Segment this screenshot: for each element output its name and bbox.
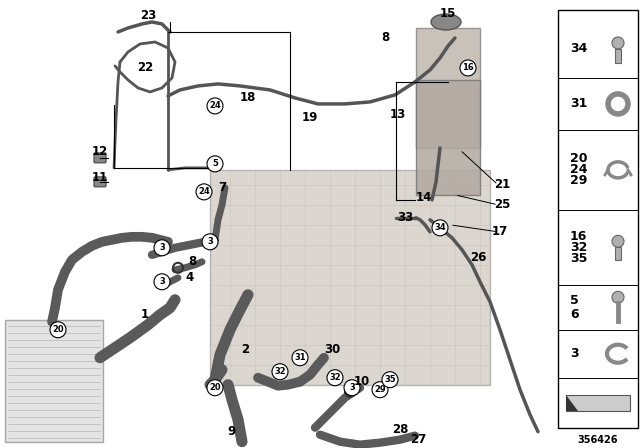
Circle shape [207, 98, 223, 114]
Circle shape [202, 234, 218, 250]
Text: 7: 7 [218, 181, 226, 194]
Text: 356426: 356426 [578, 435, 618, 445]
Circle shape [154, 274, 170, 290]
Text: 15: 15 [440, 8, 456, 21]
Text: 24: 24 [570, 164, 588, 177]
Text: 5: 5 [212, 159, 218, 168]
Text: 23: 23 [140, 9, 156, 22]
Text: 24: 24 [209, 101, 221, 110]
Text: 34: 34 [570, 43, 588, 56]
Circle shape [196, 184, 212, 200]
Circle shape [612, 235, 624, 247]
Polygon shape [566, 395, 578, 411]
FancyBboxPatch shape [558, 10, 638, 428]
Circle shape [272, 364, 288, 380]
Text: 13: 13 [390, 108, 406, 121]
Circle shape [372, 382, 388, 398]
Text: 3: 3 [159, 243, 165, 252]
Text: 21: 21 [494, 178, 510, 191]
Text: 16: 16 [570, 230, 588, 243]
Circle shape [344, 380, 360, 396]
Text: 32: 32 [570, 241, 588, 254]
Polygon shape [210, 170, 490, 385]
Text: 29: 29 [570, 174, 588, 187]
Text: 31: 31 [294, 353, 306, 362]
Circle shape [460, 60, 476, 76]
Text: 28: 28 [392, 423, 408, 436]
Text: 16: 16 [462, 64, 474, 73]
FancyBboxPatch shape [94, 177, 106, 187]
Text: 4: 4 [186, 271, 194, 284]
Text: 17: 17 [492, 225, 508, 238]
Text: 20: 20 [52, 325, 64, 334]
FancyBboxPatch shape [615, 247, 621, 260]
Text: 33: 33 [397, 211, 413, 224]
Text: 9: 9 [228, 425, 236, 438]
FancyBboxPatch shape [94, 153, 106, 163]
Text: 3: 3 [159, 277, 165, 286]
Text: 10: 10 [354, 375, 370, 388]
Text: 30: 30 [324, 343, 340, 356]
Circle shape [207, 380, 223, 396]
Ellipse shape [431, 14, 461, 30]
Circle shape [207, 156, 223, 172]
Circle shape [382, 372, 398, 388]
Text: 6: 6 [570, 308, 579, 321]
Text: 12: 12 [92, 146, 108, 159]
Text: 29: 29 [374, 385, 386, 394]
Text: 31: 31 [570, 97, 588, 110]
Text: 5: 5 [570, 294, 579, 307]
Text: 18: 18 [240, 91, 256, 104]
Text: 35: 35 [384, 375, 396, 384]
Text: 3: 3 [570, 347, 579, 360]
Circle shape [154, 240, 170, 256]
Text: 32: 32 [274, 367, 286, 376]
Text: 32: 32 [329, 373, 341, 382]
Circle shape [50, 322, 66, 338]
Circle shape [612, 291, 624, 303]
Text: 1: 1 [141, 308, 149, 321]
Text: 22: 22 [137, 61, 153, 74]
Text: 26: 26 [470, 251, 486, 264]
Circle shape [327, 370, 343, 386]
Text: 3: 3 [207, 237, 213, 246]
Text: 8: 8 [188, 255, 196, 268]
Text: 14: 14 [416, 191, 432, 204]
FancyBboxPatch shape [615, 49, 621, 63]
Text: 25: 25 [494, 198, 510, 211]
Text: 34: 34 [434, 223, 446, 233]
FancyBboxPatch shape [5, 320, 103, 442]
Circle shape [612, 37, 624, 49]
Text: 3: 3 [349, 383, 355, 392]
Text: 8: 8 [381, 31, 389, 44]
Circle shape [432, 220, 448, 236]
Text: 27: 27 [410, 433, 426, 446]
Text: 35: 35 [570, 252, 588, 265]
Polygon shape [566, 395, 630, 411]
Text: 19: 19 [302, 112, 318, 125]
Polygon shape [416, 80, 480, 195]
Circle shape [292, 350, 308, 366]
Text: 20: 20 [209, 383, 221, 392]
Text: 11: 11 [92, 172, 108, 185]
Polygon shape [416, 28, 480, 148]
Text: 20: 20 [570, 152, 588, 165]
Text: 24: 24 [198, 187, 210, 196]
Text: 2: 2 [241, 343, 249, 356]
